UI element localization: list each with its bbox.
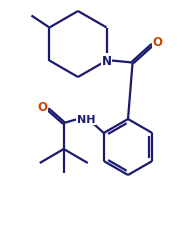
Text: O: O	[38, 101, 48, 114]
Text: O: O	[153, 36, 163, 49]
Text: NH: NH	[77, 115, 95, 124]
Text: N: N	[102, 55, 112, 68]
